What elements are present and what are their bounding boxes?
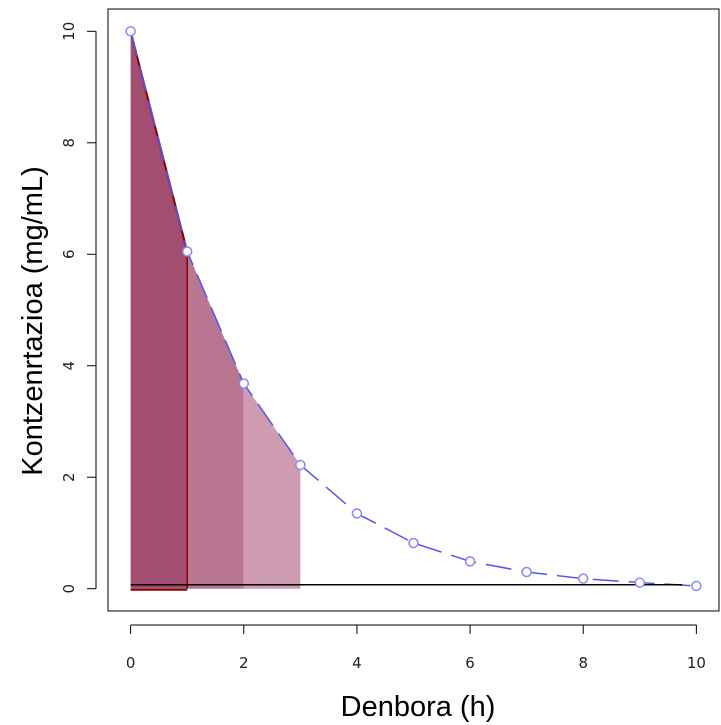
x-tick-label: 0	[126, 654, 136, 672]
y-tick-label: 0	[60, 584, 78, 594]
x-tick-label: 6	[465, 654, 475, 672]
series-line	[129, 31, 697, 587]
y-tick-label: 10	[60, 22, 78, 41]
data-point	[181, 246, 193, 257]
y-axis: 0 2 4 6 8 10	[60, 22, 97, 594]
trapezoid-2	[187, 251, 244, 589]
data-point	[577, 573, 589, 584]
data-point	[408, 537, 419, 549]
data-point	[295, 459, 306, 471]
x-tick-label: 2	[239, 654, 249, 672]
y-tick-label: 8	[60, 138, 78, 148]
trapezoid-1	[130, 31, 188, 589]
y-tick-label: 4	[60, 361, 78, 371]
data-point	[125, 26, 136, 37]
data-point	[464, 556, 476, 567]
trapezoid-3	[243, 383, 301, 589]
y-tick-label: 2	[60, 472, 78, 482]
x-tick-label: 8	[578, 654, 588, 672]
plot-frame	[107, 8, 720, 612]
series-layer	[125, 26, 702, 592]
data-point	[238, 378, 250, 389]
data-point	[351, 508, 363, 519]
data-point	[521, 566, 532, 578]
data-point	[691, 580, 702, 592]
trapezoid-layer	[129, 31, 301, 591]
x-axis-title: Denbora (h)	[341, 691, 496, 723]
x-tick-label: 10	[687, 654, 706, 672]
x-axis: 0 2 4 6 8 10	[126, 624, 706, 672]
x-tick-label: 4	[352, 654, 362, 672]
y-axis-title: Kontzenrtazioa (mg/mL)	[17, 166, 49, 475]
data-point	[634, 577, 646, 588]
y-tick-label: 6	[60, 249, 78, 259]
